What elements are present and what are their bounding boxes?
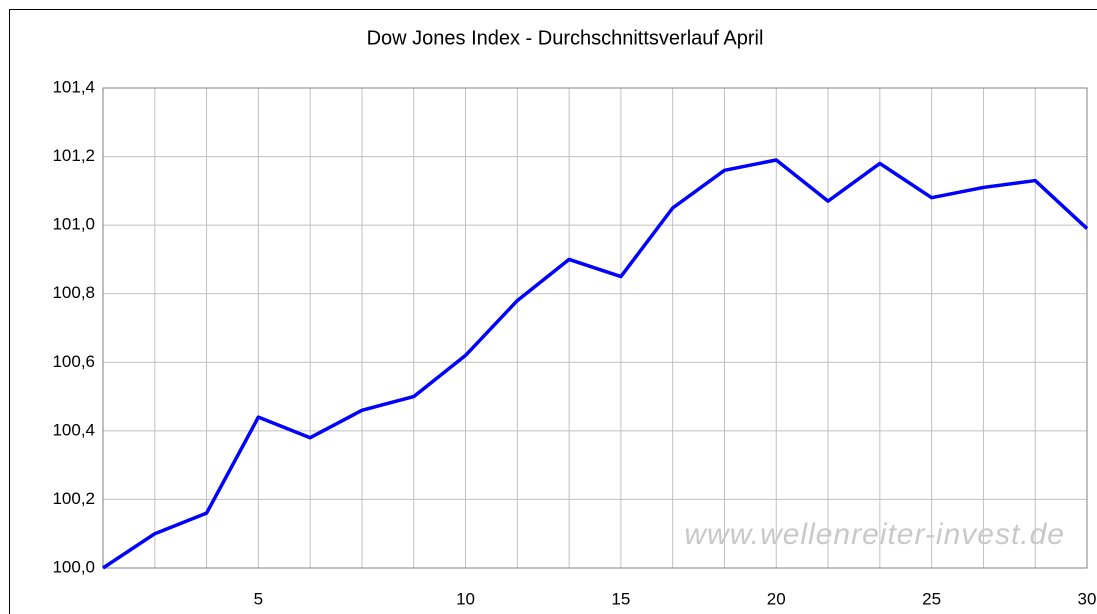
x-tick-label: 5 [254,589,263,608]
x-tick-label: 30 [1078,589,1097,608]
y-tick-label: 101,0 [52,215,95,234]
plot-frame [102,87,1088,569]
y-tick-label: 100,2 [52,489,95,508]
y-tick-label: 101,2 [52,146,95,165]
x-tick-label: 15 [611,589,630,608]
y-tick-label: 100,4 [52,420,95,439]
data-line [102,158,1089,570]
chart-frame [9,9,1097,614]
chart-title: Dow Jones Index - Durchschnittsverlauf A… [367,27,764,49]
y-tick-label: 100,6 [52,352,95,371]
x-tick-label: 20 [767,589,786,608]
y-tick-label: 101,4 [52,77,95,96]
x-tick-label: 10 [456,589,475,608]
x-tick-label: 25 [922,589,941,608]
y-tick-label: 100,0 [52,557,95,576]
watermark: www.wellenreiter-invest.de [684,518,1065,551]
y-tick-label: 100,8 [52,283,95,302]
